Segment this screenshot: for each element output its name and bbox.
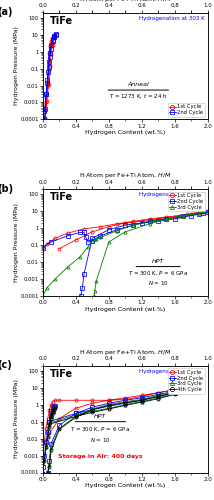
Text: $N$ = 10: $N$ = 10: [148, 280, 169, 287]
X-axis label: Hydrogen Content (wt.%): Hydrogen Content (wt.%): [85, 483, 165, 488]
Y-axis label: Hydrogen Pressure (MPa): Hydrogen Pressure (MPa): [14, 26, 19, 106]
Text: HPT: HPT: [152, 259, 164, 264]
Text: HPT: HPT: [94, 414, 107, 419]
Y-axis label: Hydrogen Pressure (MPa): Hydrogen Pressure (MPa): [14, 380, 19, 458]
Text: Storage in Air: 400 days: Storage in Air: 400 days: [58, 454, 143, 458]
Legend: 1st Cycle, 2nd Cycle, 3rd Cycle, 4th Cycle: 1st Cycle, 2nd Cycle, 3rd Cycle, 4th Cyc…: [168, 368, 205, 394]
X-axis label: H Atom per Fe+Ti Atom, $\it{H/M}$: H Atom per Fe+Ti Atom, $\it{H/M}$: [79, 348, 171, 356]
X-axis label: Hydrogen Content (wt.%): Hydrogen Content (wt.%): [85, 306, 165, 312]
Text: (b): (b): [0, 184, 13, 194]
Text: (c): (c): [0, 360, 11, 370]
X-axis label: H Atom per Fe+Ti Atom, $\it{H/M}$: H Atom per Fe+Ti Atom, $\it{H/M}$: [79, 171, 171, 180]
Text: Hydrogenation at 303 K: Hydrogenation at 303 K: [139, 368, 204, 374]
Text: TiFe: TiFe: [49, 16, 73, 26]
X-axis label: Hydrogen Content (wt.%): Hydrogen Content (wt.%): [85, 130, 165, 135]
Text: (a): (a): [0, 7, 12, 17]
Text: Hydrogenation at 303 K: Hydrogenation at 303 K: [139, 16, 204, 20]
Y-axis label: Hydrogen Pressure (MPa): Hydrogen Pressure (MPa): [14, 203, 19, 282]
Text: $N$ = 10: $N$ = 10: [90, 436, 111, 444]
Legend: 1st Cycle, 2nd Cycle, 3rd Cycle: 1st Cycle, 2nd Cycle, 3rd Cycle: [168, 192, 205, 212]
X-axis label: H Atom per Fe+Ti Atom, $\it{H/M}$: H Atom per Fe+Ti Atom, $\it{H/M}$: [79, 0, 171, 4]
Legend: 1st Cycle, 2nd Cycle: 1st Cycle, 2nd Cycle: [168, 103, 205, 117]
Text: $T$ = 300 K, $P$ = 6 GPa: $T$ = 300 K, $P$ = 6 GPa: [128, 270, 188, 276]
Text: $T$ = 300 K, $P$ = 6 GPa: $T$ = 300 K, $P$ = 6 GPa: [70, 426, 131, 433]
Text: TiFe: TiFe: [49, 192, 73, 202]
Text: Hydrogenation at 303 K: Hydrogenation at 303 K: [139, 192, 204, 197]
Text: $T$ = 1273 K, $t$ = 24 h: $T$ = 1273 K, $t$ = 24 h: [109, 93, 168, 100]
Text: TiFe: TiFe: [49, 368, 73, 378]
Text: Anneal: Anneal: [128, 82, 149, 87]
